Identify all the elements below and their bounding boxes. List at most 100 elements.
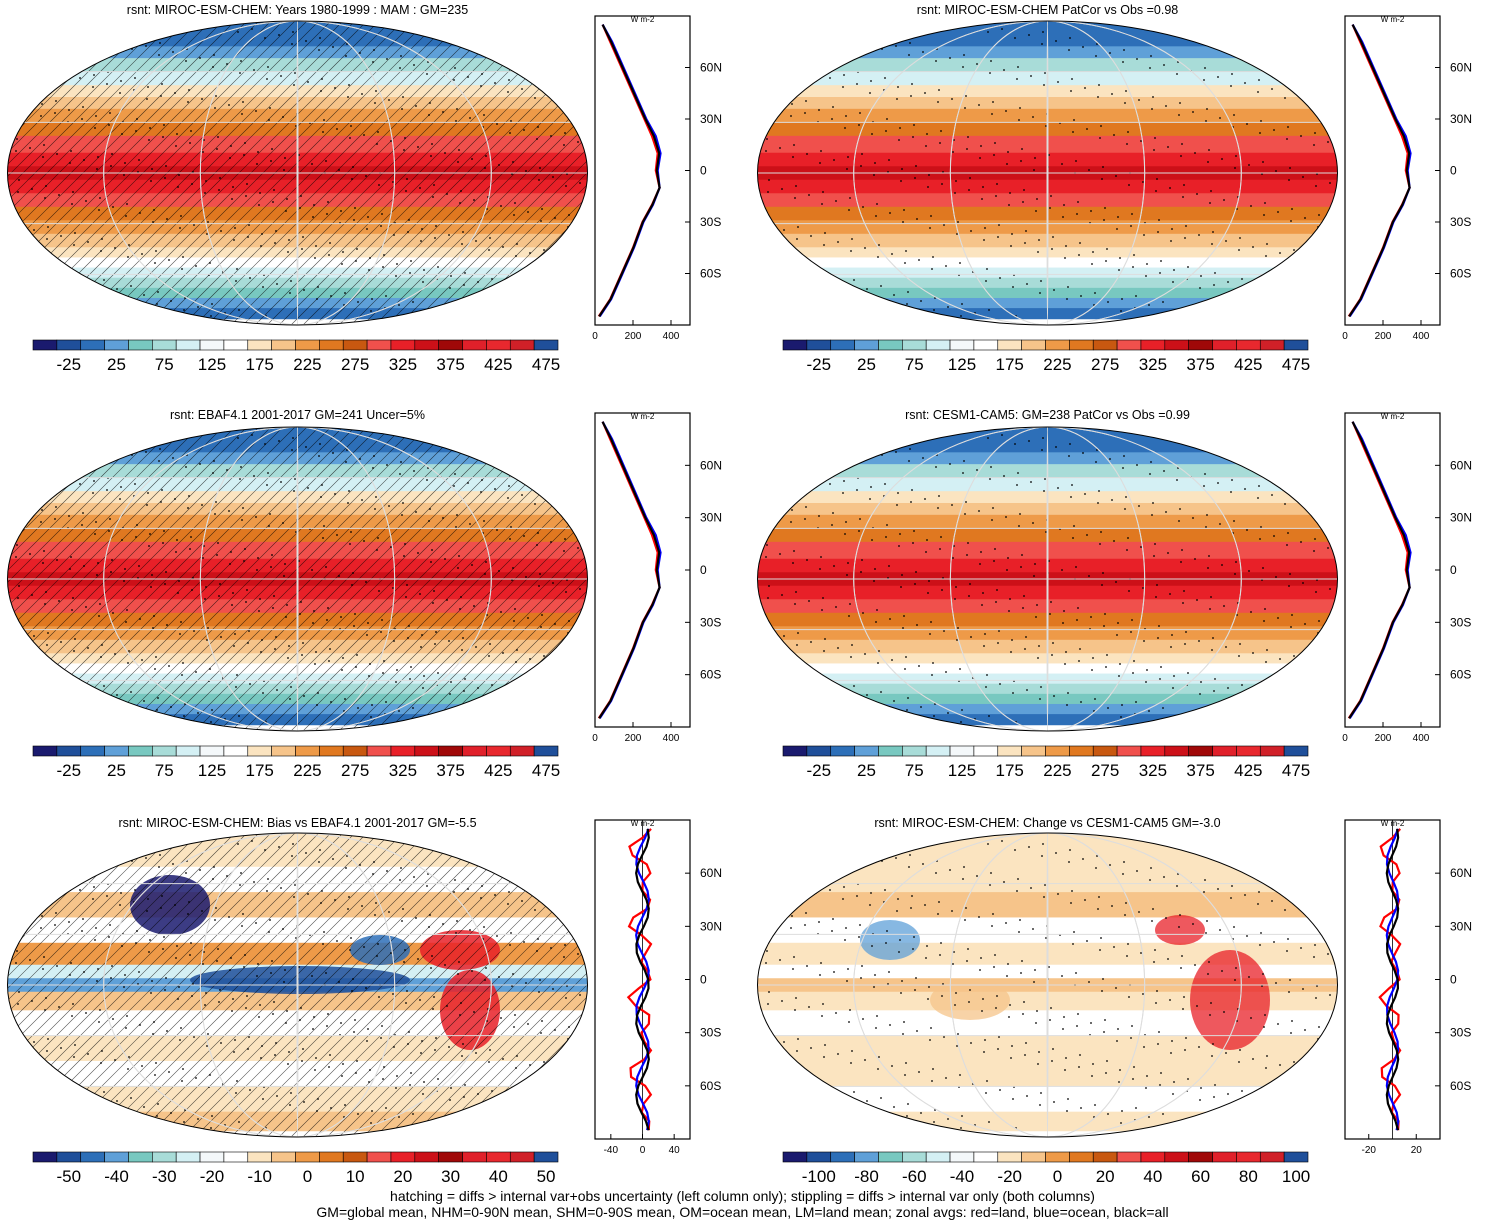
stipple-dot xyxy=(1174,844,1176,846)
stipple-dot xyxy=(808,600,810,602)
colorbar-label: 25 xyxy=(857,355,876,374)
stipple-dot xyxy=(777,918,779,920)
stipple-dot xyxy=(980,145,982,147)
stipple-dot xyxy=(847,968,849,970)
stipple-dot xyxy=(542,667,544,669)
stipple-dot xyxy=(795,185,797,187)
stipple-dot xyxy=(1310,862,1312,864)
colorbar-swatch xyxy=(533,745,559,757)
stipple-dot xyxy=(941,589,943,591)
stipple-dot xyxy=(39,468,41,470)
stipple-dot xyxy=(1005,110,1007,112)
stipple-dot xyxy=(1111,905,1113,907)
stipple-dot xyxy=(155,1062,157,1064)
stipple-dot xyxy=(1069,849,1071,851)
stipple-dot xyxy=(1181,143,1183,145)
stipple-dot xyxy=(1084,87,1086,89)
stipple-dot xyxy=(1188,435,1190,437)
colorbar-swatch xyxy=(128,339,153,351)
stipple-dot xyxy=(301,248,303,250)
hatch-line xyxy=(455,833,588,1137)
stipple-dot xyxy=(909,854,911,856)
stipple-dot xyxy=(464,1084,466,1086)
colorbar-swatch xyxy=(1045,339,1070,351)
stipple-dot xyxy=(531,699,533,701)
stipple-dot xyxy=(99,1009,101,1011)
stipple-dot xyxy=(166,624,168,626)
stipple-dot xyxy=(1077,201,1079,203)
stipple-dot xyxy=(831,118,833,120)
stipple-dot xyxy=(1062,622,1064,624)
stipple-dot xyxy=(1088,575,1090,577)
stipple-dot xyxy=(765,556,767,558)
stipple-dot xyxy=(33,635,35,637)
stipple-dot xyxy=(120,80,122,82)
stipple-dot xyxy=(417,552,419,554)
stipple-dot xyxy=(449,1099,451,1101)
stipple-dot xyxy=(1291,1020,1293,1022)
colorbar-label: 125 xyxy=(198,355,226,374)
stipple-dot xyxy=(540,220,542,222)
stipple-dot xyxy=(159,448,161,450)
stipple-dot xyxy=(1225,240,1227,242)
stipple-dot xyxy=(1079,1054,1081,1056)
stipple-dot xyxy=(302,236,304,238)
stipple-dot xyxy=(87,241,89,243)
stipple-dot xyxy=(1102,166,1104,168)
stipple-dot xyxy=(405,190,407,192)
stipple-dot xyxy=(794,1009,796,1011)
stipple-dot xyxy=(1017,472,1019,474)
stipple-dot xyxy=(814,433,816,435)
stipple-dot xyxy=(1032,522,1034,524)
stipple-dot xyxy=(401,514,403,516)
stipple-dot xyxy=(765,150,767,152)
stipple-dot xyxy=(1313,956,1315,958)
stipple-dot xyxy=(274,1054,276,1056)
stipple-dot xyxy=(994,142,996,144)
stipple-dot xyxy=(415,511,417,513)
stipple-dot xyxy=(157,697,159,699)
stipple-dot xyxy=(190,536,192,538)
stipple-dot xyxy=(458,555,460,557)
stipple-dot xyxy=(150,586,152,588)
stipple-dot xyxy=(241,519,243,521)
colorbar-swatch xyxy=(949,745,975,757)
colorbar-label: -40 xyxy=(104,1167,129,1186)
stipple-dot xyxy=(1086,940,1088,942)
stipple-dot xyxy=(988,715,990,717)
stipple-dot xyxy=(581,1035,583,1037)
colorbar-swatch xyxy=(806,1151,832,1163)
stipple-dot xyxy=(1090,1022,1092,1024)
stipple-dot xyxy=(513,620,515,622)
stipple-dot xyxy=(256,163,258,165)
stipple-dot xyxy=(1302,176,1304,178)
stipple-dot xyxy=(830,471,832,473)
stipple-dot xyxy=(1270,847,1272,849)
stipple-dot xyxy=(1042,437,1044,439)
stipple-dot xyxy=(327,607,329,609)
zonal-unit-label: W m-2 xyxy=(631,15,655,24)
stipple-dot xyxy=(1167,552,1169,554)
zonal-ytick-label: 60N xyxy=(1450,61,1472,75)
stipple-dot xyxy=(319,37,321,39)
stipple-dot xyxy=(479,438,481,440)
stipple-dot xyxy=(1102,978,1104,980)
stipple-dot xyxy=(1006,163,1008,165)
stipple-dot xyxy=(1312,497,1314,499)
stipple-dot xyxy=(1157,1043,1159,1045)
zonal-ytick-label: 0 xyxy=(1450,164,1457,178)
stipple-dot xyxy=(877,256,879,258)
stipple-dot xyxy=(349,949,351,951)
colorbar-swatch xyxy=(1140,1151,1166,1163)
stipple-dot xyxy=(367,216,369,218)
stipple-dot xyxy=(365,581,367,583)
stipple-dot xyxy=(1244,82,1246,84)
stipple-dot xyxy=(987,31,989,33)
stipple-dot xyxy=(1304,217,1306,219)
stipple-dot xyxy=(1165,105,1167,107)
stipple-dot xyxy=(371,298,373,300)
stipple-dot xyxy=(560,862,562,864)
stipple-dot xyxy=(455,526,457,528)
stipple-dot xyxy=(561,103,563,105)
stipple-dot xyxy=(1135,701,1137,703)
